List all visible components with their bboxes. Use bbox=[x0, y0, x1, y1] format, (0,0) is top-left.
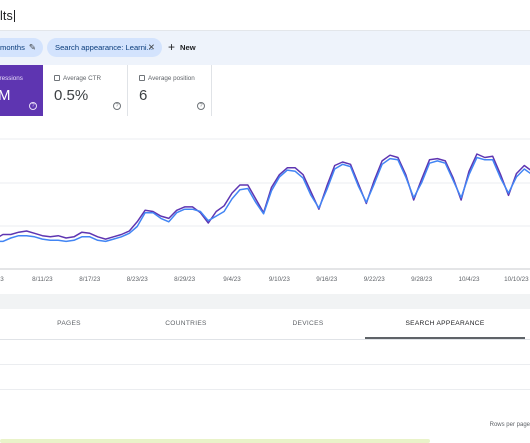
position-label-row: Average position bbox=[139, 75, 195, 82]
x-tick-label: 9/10/23 bbox=[269, 276, 291, 283]
tab-pages[interactable]: PAGES bbox=[57, 320, 81, 327]
x-tick-label: 10/10/23 bbox=[504, 276, 529, 283]
x-tick-label: 9/4/23 bbox=[223, 276, 241, 283]
metric-cards: pressions M ? Average CTR 0.5% ? Average… bbox=[0, 65, 530, 117]
text-cursor bbox=[13, 10, 15, 22]
x-tick-label: 8/11/23 bbox=[32, 276, 53, 283]
average-ctr-card[interactable]: Average CTR 0.5% ? bbox=[43, 65, 128, 116]
bottom-highlight-bar bbox=[0, 439, 430, 443]
impressions-label: pressions bbox=[0, 75, 23, 82]
series-layer bbox=[0, 153, 530, 243]
date-range-label: months bbox=[0, 43, 25, 52]
help-icon[interactable]: ? bbox=[29, 102, 37, 110]
performance-chart-svg: 8/5/23 8/11/23 8/17/23 8/23/23 8/29/23 9/4/23… bbox=[0, 138, 530, 283]
total-impressions-card[interactable]: pressions M ? bbox=[0, 65, 43, 116]
x-tick-label: 10/4/23 bbox=[458, 276, 480, 283]
new-filter-label: New bbox=[180, 43, 196, 52]
ctr-label-row: Average CTR bbox=[54, 75, 101, 82]
dimension-table-panel: PAGES COUNTRIES DEVICES SEARCH APPEARANC… bbox=[0, 309, 530, 443]
ctr-value: 0.5% bbox=[54, 87, 89, 104]
position-value: 6 bbox=[139, 87, 148, 104]
tab-devices[interactable]: DEVICES bbox=[292, 320, 324, 327]
performance-chart: 8/5/23 8/11/23 8/17/23 8/23/23 8/29/23 9/4/23… bbox=[0, 117, 530, 294]
x-tick-label: 9/22/23 bbox=[364, 276, 386, 283]
average-position-card[interactable]: Average position 6 ? bbox=[128, 65, 212, 116]
tab-search-appearance[interactable]: SEARCH APPEARANCE bbox=[365, 309, 525, 339]
pencil-icon[interactable]: ✎ bbox=[28, 42, 36, 52]
table-row-divider bbox=[0, 364, 530, 365]
x-tick-label: 8/5/23 bbox=[0, 276, 4, 283]
help-icon[interactable]: ? bbox=[113, 102, 121, 110]
report-title: lts bbox=[0, 9, 15, 23]
new-filter-button[interactable]: + New bbox=[168, 38, 196, 57]
filter-bar: months ✎ Search appearance: Learni... ✕ … bbox=[0, 31, 530, 65]
search-appearance-chip[interactable]: Search appearance: Learni... ✕ bbox=[47, 38, 162, 57]
checkbox-icon[interactable] bbox=[139, 75, 145, 81]
report-header: lts bbox=[0, 0, 530, 31]
clicks-line bbox=[0, 156, 530, 243]
x-tick-label: 8/17/23 bbox=[79, 276, 101, 283]
report-title-text: lts bbox=[0, 9, 13, 23]
checkbox-icon[interactable] bbox=[54, 75, 60, 81]
rows-per-page-label: Rows per page bbox=[489, 422, 530, 428]
x-tick-label: 9/16/23 bbox=[316, 276, 338, 283]
search-appearance-label: Search appearance: Learni... bbox=[55, 43, 153, 52]
position-label: Average position bbox=[148, 75, 195, 82]
x-tick-label: 8/29/23 bbox=[174, 276, 196, 283]
ctr-label: Average CTR bbox=[63, 75, 102, 82]
close-icon[interactable]: ✕ bbox=[147, 42, 155, 52]
table-row-divider bbox=[0, 389, 530, 390]
plus-icon: + bbox=[168, 40, 176, 54]
help-icon[interactable]: ? bbox=[197, 102, 205, 110]
impressions-value: M bbox=[0, 87, 11, 104]
tabs-divider bbox=[0, 339, 530, 340]
tab-countries[interactable]: COUNTRIES bbox=[165, 320, 207, 327]
date-range-chip[interactable]: months ✎ bbox=[0, 38, 43, 57]
x-axis-ticks: 8/5/23 8/11/23 8/17/23 8/23/23 8/29/23 9/4/23… bbox=[0, 276, 529, 283]
x-tick-label: 9/28/23 bbox=[411, 276, 433, 283]
x-tick-label: 8/23/23 bbox=[127, 276, 149, 283]
